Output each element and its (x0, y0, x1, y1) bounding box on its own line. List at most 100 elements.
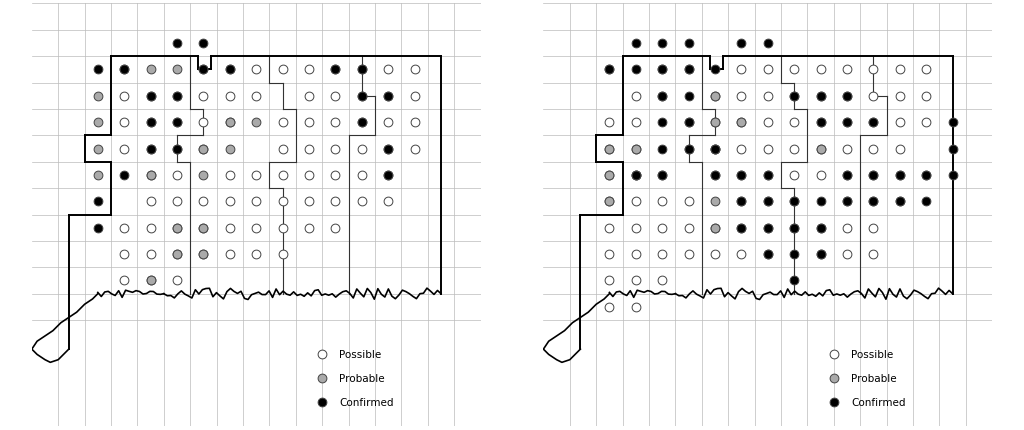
Point (142, 120, 159, 126)
Point (314, 351, 331, 358)
Point (142, 225, 159, 232)
Point (380, 120, 396, 126)
Point (142, 277, 159, 284)
Point (839, 198, 855, 205)
Point (142, 198, 159, 205)
Point (142, 93, 159, 100)
Point (301, 172, 317, 179)
Point (169, 120, 185, 126)
Point (812, 198, 828, 205)
Point (733, 40, 750, 47)
Point (733, 225, 750, 232)
Point (760, 120, 776, 126)
Point (654, 93, 671, 100)
Point (221, 198, 238, 205)
Point (760, 251, 776, 258)
Point (196, 225, 212, 232)
Point (169, 120, 185, 126)
Point (380, 67, 396, 74)
Point (221, 120, 238, 126)
Point (892, 172, 908, 179)
Point (760, 172, 776, 179)
Point (169, 40, 185, 47)
Point (707, 120, 723, 126)
Point (169, 225, 185, 232)
Point (707, 146, 723, 153)
Point (733, 172, 750, 179)
Point (169, 172, 185, 179)
Point (786, 93, 803, 100)
Point (760, 172, 776, 179)
Point (839, 251, 855, 258)
Point (680, 146, 696, 153)
Point (628, 120, 644, 126)
Point (90, 67, 106, 74)
Point (680, 146, 696, 153)
Point (142, 172, 159, 179)
Point (812, 146, 828, 153)
Point (248, 251, 264, 258)
Point (314, 399, 331, 405)
Point (353, 93, 370, 100)
Point (353, 172, 370, 179)
Point (601, 67, 617, 74)
Point (90, 198, 106, 205)
Point (628, 93, 644, 100)
Point (786, 67, 803, 74)
Point (892, 93, 908, 100)
Point (353, 120, 370, 126)
Point (707, 172, 723, 179)
Point (865, 251, 882, 258)
Point (353, 146, 370, 153)
Point (839, 172, 855, 179)
Point (380, 172, 396, 179)
Point (169, 146, 185, 153)
Text: Confirmed: Confirmed (339, 397, 394, 407)
Point (407, 93, 423, 100)
Point (196, 120, 212, 126)
Point (733, 198, 750, 205)
Point (142, 172, 159, 179)
Point (760, 93, 776, 100)
Point (680, 120, 696, 126)
Point (628, 67, 644, 74)
Point (142, 251, 159, 258)
Point (142, 146, 159, 153)
Text: Confirmed: Confirmed (851, 397, 905, 407)
Point (601, 277, 617, 284)
Point (142, 67, 159, 74)
Point (654, 277, 671, 284)
Point (601, 225, 617, 232)
Point (116, 225, 132, 232)
Point (328, 225, 344, 232)
Point (839, 172, 855, 179)
Point (314, 375, 331, 382)
Point (892, 198, 908, 205)
Point (680, 120, 696, 126)
Point (328, 172, 344, 179)
Point (142, 93, 159, 100)
Point (707, 93, 723, 100)
Point (301, 67, 317, 74)
Point (865, 198, 882, 205)
Point (839, 198, 855, 205)
Point (221, 146, 238, 153)
Text: Possible: Possible (851, 350, 893, 359)
Point (865, 172, 882, 179)
Point (601, 172, 617, 179)
Point (680, 67, 696, 74)
Point (274, 172, 291, 179)
Point (353, 93, 370, 100)
Point (196, 198, 212, 205)
Point (221, 93, 238, 100)
Point (601, 304, 617, 310)
Point (90, 120, 106, 126)
Point (328, 120, 344, 126)
Point (812, 225, 828, 232)
Point (274, 198, 291, 205)
Point (628, 146, 644, 153)
Point (760, 251, 776, 258)
Point (116, 172, 132, 179)
Point (380, 146, 396, 153)
Point (301, 198, 317, 205)
